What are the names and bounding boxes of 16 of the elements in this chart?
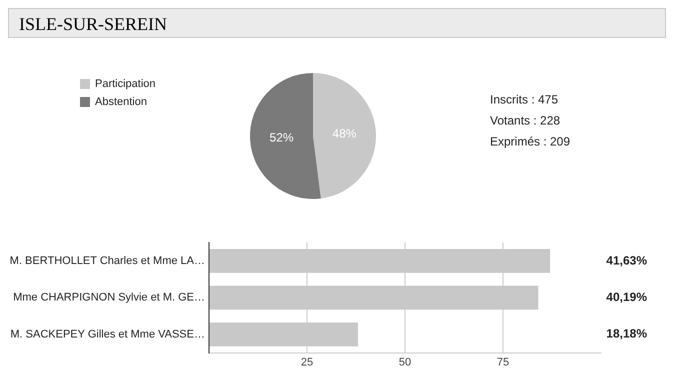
data-label: 52%: [270, 130, 294, 144]
text: 41,63%: [606, 253, 648, 268]
text: Exprimés : 209: [490, 134, 570, 148]
legend-label: Participation: [95, 78, 156, 90]
text: Inscrits : 475: [490, 92, 558, 106]
x-tick-label: 75: [496, 356, 510, 368]
text: Votants : 228: [490, 113, 560, 128]
y-tick-label: M. BERTHOLLET Charles et Mme LA…: [10, 255, 205, 267]
x-tick-label: 50: [398, 356, 412, 368]
text: 40,19%: [606, 290, 648, 304]
legend-label: Abstention: [95, 96, 147, 108]
x-tick-label: 25: [300, 356, 314, 368]
y-tick-label: M. SACKEPEY Gilles et Mme VASSE…: [10, 328, 205, 340]
y-tick-label: Mme CHARPIGNON Sylvie et M. GE…: [13, 292, 205, 304]
text: 18,18%: [606, 326, 648, 341]
chart-title: ISLE-SUR-SEREIN: [8, 8, 666, 38]
